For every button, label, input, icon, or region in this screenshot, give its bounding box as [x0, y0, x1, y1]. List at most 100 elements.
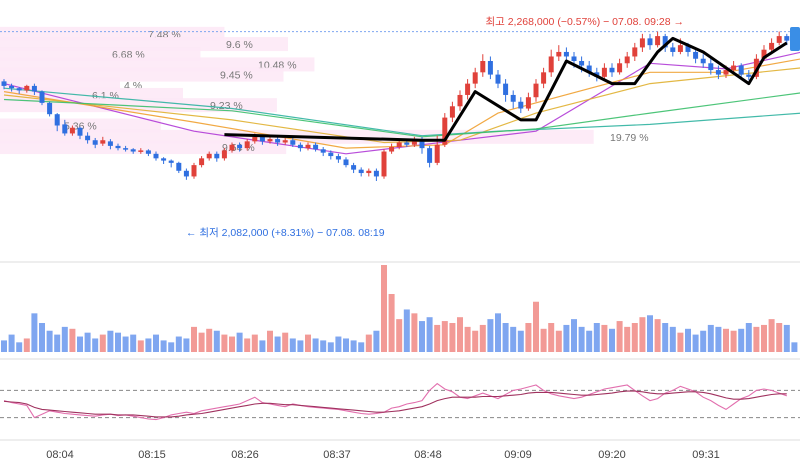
candle-body: [9, 85, 15, 89]
volume-bar: [502, 323, 509, 352]
moving-average-line: [3, 67, 800, 144]
candle-body: [731, 65, 737, 71]
volume-profile-bar: [0, 118, 161, 133]
candle-body: [708, 63, 714, 71]
candle-body: [769, 42, 775, 50]
candle-body: [700, 58, 706, 64]
candle-body: [123, 148, 129, 150]
candle-body: [77, 127, 83, 136]
volume-bar: [479, 324, 486, 352]
high-annotation: 최고 2,268,000 (−0.57%) − 07.08. 09:28 →: [485, 16, 684, 28]
candle-body: [100, 140, 106, 144]
candle-body: [237, 144, 243, 149]
candle-body: [655, 36, 661, 46]
volume-bar: [540, 328, 547, 352]
candle-body: [320, 149, 326, 153]
moving-average-line: [3, 58, 800, 149]
volume-bar: [723, 328, 729, 352]
volume-bar: [609, 328, 615, 352]
candle-body: [738, 65, 744, 75]
price-tag[interactable]: [790, 27, 800, 51]
volume-bar: [358, 342, 365, 352]
volume-bar: [715, 326, 722, 352]
volume-bar: [647, 315, 653, 352]
volume-bar: [783, 324, 790, 352]
candle-body: [168, 160, 174, 163]
volume-bar: [403, 309, 410, 352]
candle-body: [229, 144, 235, 151]
volume-profile-label: 9.6 %: [226, 39, 253, 51]
candle-body: [115, 145, 121, 149]
candle-body: [541, 72, 547, 84]
candle-body: [1, 81, 7, 86]
volume-bar: [639, 317, 646, 352]
volume-bar: [753, 326, 760, 352]
volume-bar: [168, 342, 175, 352]
candle-body: [442, 117, 448, 145]
candle-body: [39, 91, 45, 103]
candle-body: [518, 101, 524, 109]
volume-bar: [601, 324, 608, 352]
volume-bar: [236, 332, 243, 352]
candle-body: [601, 67, 607, 77]
candle-body: [472, 72, 478, 84]
volume-bar: [586, 330, 593, 352]
candle-body: [297, 144, 303, 149]
low-annotation: ← 최저 2,082,000 (+8.31%) − 07.08. 08:19: [186, 227, 385, 239]
x-tick-label: 09:20: [598, 449, 626, 461]
volume-bar: [305, 334, 311, 352]
candle-body: [244, 141, 250, 149]
candle-body: [206, 153, 212, 159]
volume-bar: [419, 321, 425, 352]
candle-body: [639, 38, 645, 48]
candle-body: [16, 88, 22, 91]
candle-body: [404, 142, 410, 145]
volume-bar: [153, 334, 159, 352]
candle-body: [761, 49, 767, 59]
candle-body: [586, 65, 592, 73]
volume-profile-bar: [0, 140, 287, 155]
volume-bar: [23, 338, 30, 352]
x-tick-label: 09:31: [692, 449, 720, 461]
volume-bar: [31, 313, 38, 352]
candle-body: [214, 153, 220, 159]
volume-bars: [1, 265, 798, 352]
candle-body: [784, 36, 790, 41]
volume-bar: [320, 340, 327, 352]
drawn-trend-line[interactable]: [224, 36, 788, 142]
candle-body: [685, 45, 691, 52]
candle-body: [571, 56, 577, 62]
candle-body: [510, 94, 516, 102]
candle-body: [776, 36, 782, 43]
x-tick-label: 09:09: [504, 449, 532, 461]
candle-body: [85, 135, 91, 141]
volume-bar: [555, 330, 562, 352]
volume-bar: [84, 332, 91, 352]
candle-body: [746, 74, 752, 77]
volume-bar: [77, 336, 83, 352]
volume-bar: [206, 328, 213, 352]
candle-body: [609, 67, 615, 73]
volume-bar: [343, 338, 349, 352]
candle-body: [533, 83, 539, 98]
x-tick-label: 08:26: [231, 449, 259, 461]
candle-body: [670, 47, 676, 52]
volume-bar: [122, 336, 129, 352]
volume-bar: [533, 301, 539, 352]
candle-body: [62, 124, 68, 134]
candle-body: [662, 36, 668, 48]
candle-body: [579, 61, 585, 66]
volume-bar: [616, 321, 623, 352]
volume-bar: [441, 321, 448, 352]
candle-body: [396, 142, 402, 148]
candle-body: [24, 85, 30, 91]
candle-body: [503, 83, 509, 95]
volume-bar: [449, 323, 456, 352]
volume-bar: [145, 338, 152, 352]
volume-bar: [244, 338, 251, 352]
candle-body: [343, 159, 349, 166]
volume-bar: [381, 265, 387, 352]
volume-bar: [191, 326, 197, 352]
candle-body: [495, 74, 501, 84]
